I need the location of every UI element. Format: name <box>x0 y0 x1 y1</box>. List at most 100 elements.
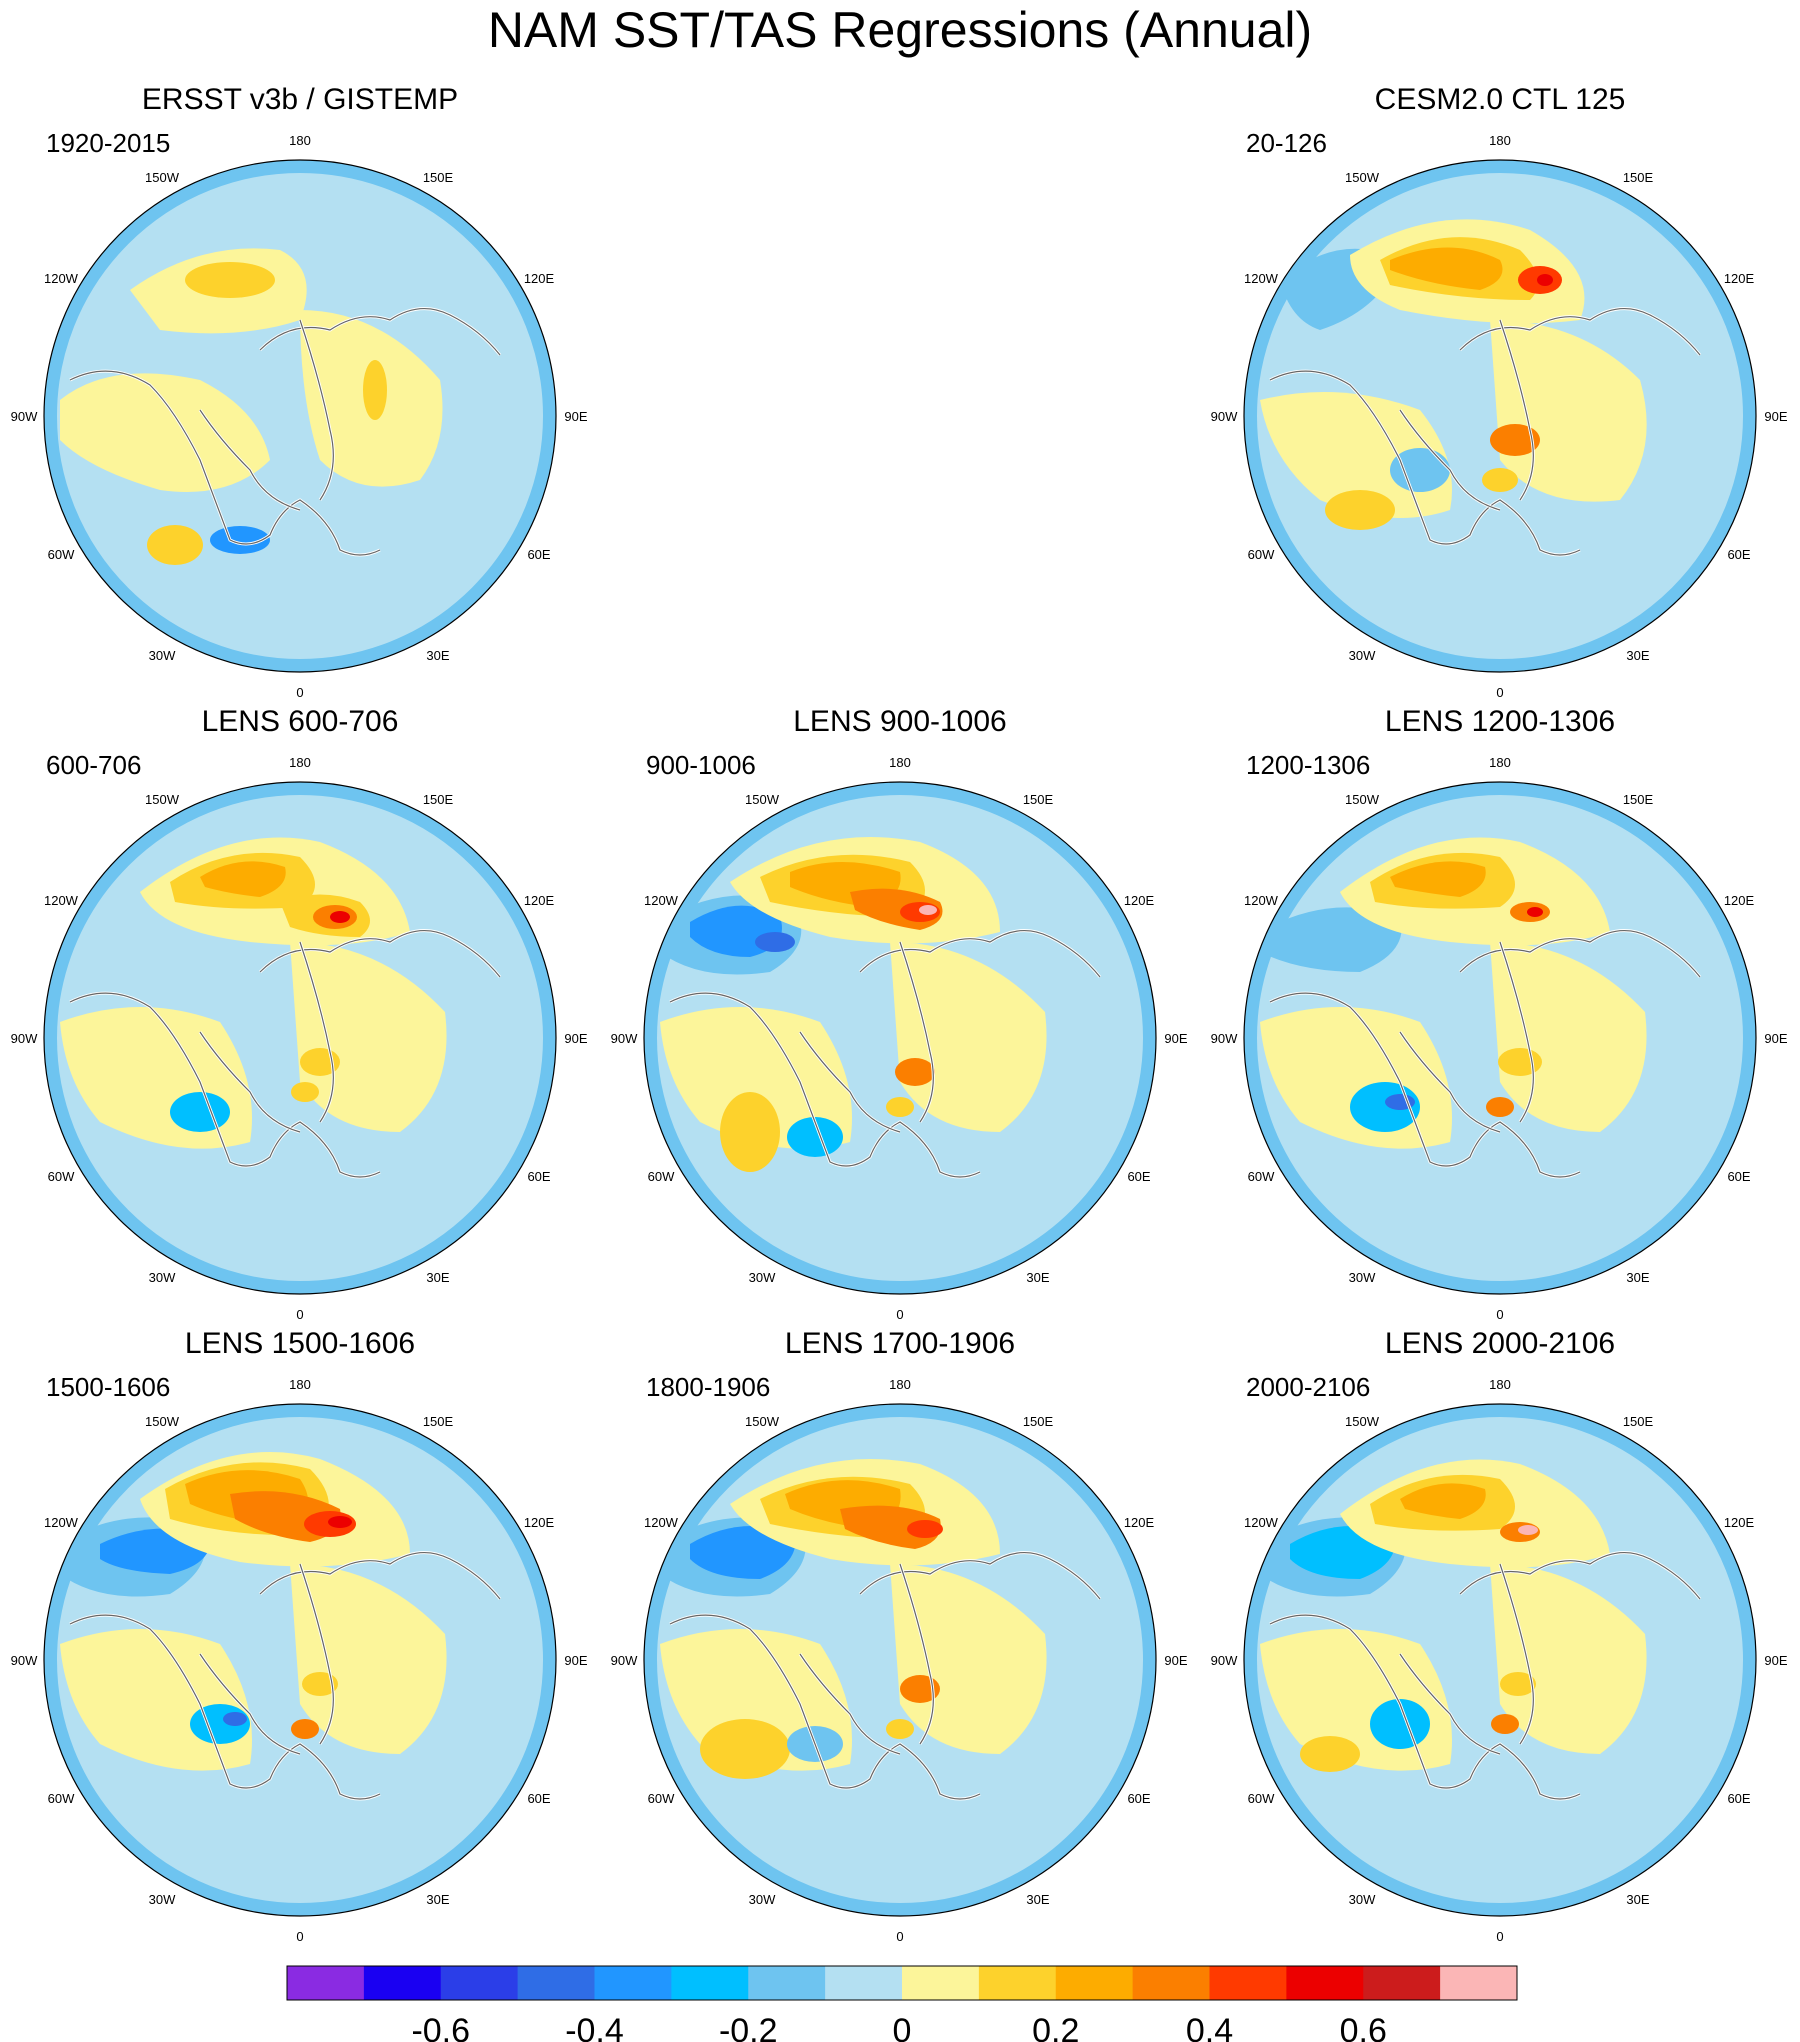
anomaly-contour <box>1482 468 1518 492</box>
colorbar-swatch <box>363 1966 442 2000</box>
longitude-label: 90W <box>1211 409 1238 424</box>
anomaly-contour <box>185 262 275 298</box>
longitude-label: 120W <box>644 1515 679 1530</box>
longitude-label: 30E <box>1026 1270 1049 1285</box>
map-border <box>1243 1403 1757 1917</box>
colorbar-swatch <box>748 1966 826 2000</box>
anomaly-contour <box>1390 247 1503 290</box>
longitude-label: 120E <box>524 271 555 286</box>
longitude-label: 150W <box>145 792 180 807</box>
longitude-label: 60E <box>1127 1169 1150 1184</box>
coastline <box>259 1551 501 1600</box>
polar-map: 180 150E 120E 90E 60E 30E 0 30W 60W 90W 120W 150W <box>11 1377 588 1944</box>
longitude-label: 30W <box>149 1270 176 1285</box>
anomaly-contour <box>1491 1714 1519 1734</box>
coastline <box>799 1031 901 1133</box>
longitude-label: 150E <box>423 792 454 807</box>
longitude-label: 60E <box>1727 547 1750 562</box>
anomaly-contour <box>1260 907 1402 972</box>
anomaly-contour <box>700 1719 790 1779</box>
longitude-label: 150E <box>423 170 454 185</box>
longitude-label: 0 <box>1496 1929 1503 1944</box>
longitude-label: 60E <box>527 547 550 562</box>
longitude-label: 30E <box>1626 1270 1649 1285</box>
longitude-label: 180 <box>1489 133 1511 148</box>
coastline <box>1269 370 1581 556</box>
longitude-label: 120E <box>1724 271 1755 286</box>
coastline <box>1399 409 1501 511</box>
colorbar-swatch <box>440 1966 519 2000</box>
coastline <box>899 1563 934 1745</box>
coastline <box>1269 992 1581 1178</box>
anomaly-contour <box>1490 320 1647 502</box>
map-panel: ERSST v3b / GISTEMP 1920-2015 180 150E 120… <box>0 80 600 700</box>
anomaly-contour <box>1500 1672 1536 1696</box>
anomaly-contour <box>363 360 387 420</box>
longitude-label: 30E <box>426 648 449 663</box>
map-panel: LENS 1500-1606 1500-1606 180 150E 120E 90E 6… <box>0 1324 600 1944</box>
colorbar-swatch <box>978 1966 1057 2000</box>
longitude-label: 120E <box>1124 1515 1155 1530</box>
longitude-label: 120W <box>44 893 79 908</box>
longitude-label: 120E <box>524 1515 555 1530</box>
map-border <box>1243 159 1757 673</box>
longitude-label: 90E <box>1764 1031 1787 1046</box>
anomaly-contour <box>291 1719 319 1739</box>
longitude-label: 90W <box>1211 1031 1238 1046</box>
anomaly-contour <box>210 526 270 554</box>
longitude-label: 120W <box>644 893 679 908</box>
coastline <box>1499 1563 1534 1745</box>
longitude-label: 150E <box>1623 170 1654 185</box>
longitude-label: 30E <box>1626 1892 1649 1907</box>
anomaly-contour <box>660 1007 852 1149</box>
anomaly-contour <box>919 905 937 915</box>
longitude-label: 30W <box>1349 1270 1376 1285</box>
longitude-label: 150E <box>1023 1414 1054 1429</box>
panel-title: CESM2.0 CTL 125 <box>1374 83 1626 116</box>
anomaly-contour <box>890 1564 1047 1754</box>
coastline <box>1459 929 1701 978</box>
longitude-label: 120W <box>1244 1515 1279 1530</box>
panel-title: ERSST v3b / GISTEMP <box>141 83 459 116</box>
polar-map: 180 150E 120E 90E 60E 30E 0 30W 60W 90W 120W 150W <box>611 755 1188 1322</box>
longitude-label: 60E <box>1727 1791 1750 1806</box>
map-field <box>44 160 556 672</box>
longitude-label: 90E <box>1764 409 1787 424</box>
polar-map: 180 150E 120E 90E 60E 30E 0 30W 60W 90W 120W 150W <box>1211 755 1788 1322</box>
anomaly-contour <box>290 1564 447 1754</box>
map-border <box>643 781 1157 1295</box>
anomaly-contour <box>900 1675 940 1703</box>
coastline <box>1399 1031 1501 1133</box>
longitude-label: 60E <box>1727 1169 1750 1184</box>
longitude-label: 90W <box>11 409 38 424</box>
colorbar-swatch <box>1363 1966 1441 2000</box>
colorbar-swatch <box>671 1966 749 2000</box>
coastline <box>1499 941 1534 1123</box>
anomaly-contour <box>720 1092 780 1172</box>
anomaly-contour <box>1325 490 1395 530</box>
colorbar-swatch <box>1440 1966 1518 2000</box>
anomaly-contour <box>330 911 350 923</box>
coastline <box>299 941 334 1123</box>
anomaly-contour <box>1390 861 1486 897</box>
map-border <box>43 159 557 673</box>
panel-years: 600-706 <box>46 750 142 780</box>
longitude-label: 60W <box>1248 1169 1275 1184</box>
longitude-label: 150W <box>145 170 180 185</box>
longitude-label: 150W <box>745 792 780 807</box>
polar-map: 180 150E 120E 90E 60E 30E 0 30W 60W 90W 120W 150W <box>1211 1377 1788 1944</box>
longitude-label: 180 <box>289 755 311 770</box>
colorbar-tick-label: 0.2 <box>1032 2012 1079 2042</box>
anomaly-contour <box>328 1516 352 1528</box>
anomaly-contour <box>200 861 286 897</box>
longitude-label: 90W <box>1211 1653 1238 1668</box>
longitude-label: 150E <box>1623 792 1654 807</box>
coastline <box>669 1614 981 1800</box>
map-panel: LENS 600-706 600-706 180 150E 120E 90E 60E 30… <box>0 702 600 1322</box>
coastline <box>859 1551 1101 1600</box>
longitude-label: 150W <box>1345 792 1380 807</box>
longitude-label: 60W <box>1248 1791 1275 1806</box>
longitude-label: 120E <box>524 893 555 908</box>
anomaly-contour <box>170 1092 230 1132</box>
panel-years: 1500-1606 <box>46 1372 171 1402</box>
